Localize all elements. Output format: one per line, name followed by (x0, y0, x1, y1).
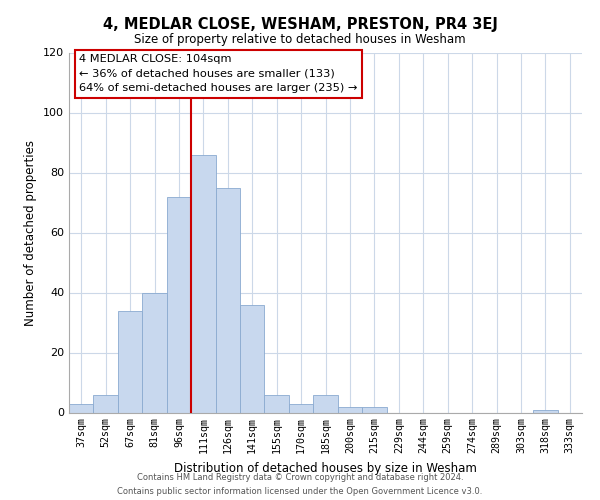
Bar (289, 404, 313, 412)
Bar (142, 292, 167, 412)
Text: Contains HM Land Registry data © Crown copyright and database right 2024.: Contains HM Land Registry data © Crown c… (137, 472, 463, 482)
X-axis label: Distribution of detached houses by size in Wesham: Distribution of detached houses by size … (174, 462, 477, 474)
Bar (240, 304, 265, 412)
Bar (533, 410, 557, 412)
Bar (94, 394, 118, 412)
Bar (191, 154, 215, 412)
Bar (215, 188, 240, 412)
Text: 4 MEDLAR CLOSE: 104sqm
← 36% of detached houses are smaller (133)
64% of semi-de: 4 MEDLAR CLOSE: 104sqm ← 36% of detached… (79, 54, 358, 93)
Bar (69, 404, 94, 412)
Y-axis label: Number of detached properties: Number of detached properties (25, 140, 37, 326)
Text: 4, MEDLAR CLOSE, WESHAM, PRESTON, PR4 3EJ: 4, MEDLAR CLOSE, WESHAM, PRESTON, PR4 3E… (103, 18, 497, 32)
Bar (265, 394, 289, 412)
Bar (362, 406, 386, 412)
Bar (167, 196, 191, 412)
Text: Size of property relative to detached houses in Wesham: Size of property relative to detached ho… (134, 32, 466, 46)
Text: Contains public sector information licensed under the Open Government Licence v3: Contains public sector information licen… (118, 488, 482, 496)
Bar (313, 394, 338, 412)
Bar (118, 310, 142, 412)
Bar (338, 406, 362, 412)
